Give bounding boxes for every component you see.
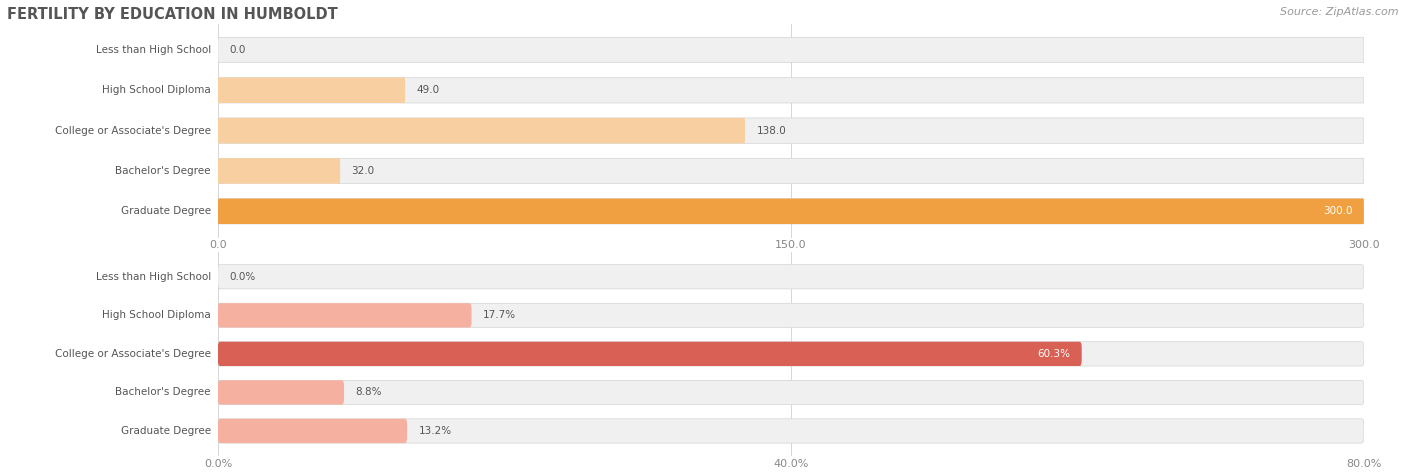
FancyBboxPatch shape xyxy=(218,118,745,143)
FancyBboxPatch shape xyxy=(218,118,1364,143)
Text: 8.8%: 8.8% xyxy=(356,388,382,398)
FancyBboxPatch shape xyxy=(218,303,1364,327)
Text: College or Associate's Degree: College or Associate's Degree xyxy=(55,125,211,136)
Text: Bachelor's Degree: Bachelor's Degree xyxy=(115,166,211,176)
FancyBboxPatch shape xyxy=(218,419,1364,443)
FancyBboxPatch shape xyxy=(218,265,1364,289)
Text: 138.0: 138.0 xyxy=(756,125,786,136)
Text: 13.2%: 13.2% xyxy=(419,426,451,436)
Text: College or Associate's Degree: College or Associate's Degree xyxy=(55,349,211,359)
Text: 49.0: 49.0 xyxy=(416,86,440,95)
FancyBboxPatch shape xyxy=(218,77,405,103)
Text: Source: ZipAtlas.com: Source: ZipAtlas.com xyxy=(1281,7,1399,17)
FancyBboxPatch shape xyxy=(218,158,340,184)
Text: High School Diploma: High School Diploma xyxy=(103,86,211,95)
FancyBboxPatch shape xyxy=(218,199,1364,224)
Text: Less than High School: Less than High School xyxy=(96,45,211,55)
FancyBboxPatch shape xyxy=(218,303,471,327)
Text: 0.0%: 0.0% xyxy=(229,272,256,282)
FancyBboxPatch shape xyxy=(218,419,408,443)
Text: FERTILITY BY EDUCATION IN HUMBOLDT: FERTILITY BY EDUCATION IN HUMBOLDT xyxy=(7,7,337,22)
Text: Graduate Degree: Graduate Degree xyxy=(121,206,211,216)
FancyBboxPatch shape xyxy=(218,37,1364,63)
Text: Less than High School: Less than High School xyxy=(96,272,211,282)
Text: 32.0: 32.0 xyxy=(352,166,375,176)
FancyBboxPatch shape xyxy=(218,199,1364,224)
Text: 60.3%: 60.3% xyxy=(1038,349,1070,359)
Text: 17.7%: 17.7% xyxy=(482,310,516,320)
FancyBboxPatch shape xyxy=(218,380,344,405)
Text: 0.0: 0.0 xyxy=(229,45,246,55)
FancyBboxPatch shape xyxy=(218,77,1364,103)
FancyBboxPatch shape xyxy=(218,342,1081,366)
FancyBboxPatch shape xyxy=(218,158,1364,184)
Text: 300.0: 300.0 xyxy=(1323,206,1353,216)
Text: High School Diploma: High School Diploma xyxy=(103,310,211,320)
FancyBboxPatch shape xyxy=(218,380,1364,405)
Text: Graduate Degree: Graduate Degree xyxy=(121,426,211,436)
Text: Bachelor's Degree: Bachelor's Degree xyxy=(115,388,211,398)
FancyBboxPatch shape xyxy=(218,342,1364,366)
